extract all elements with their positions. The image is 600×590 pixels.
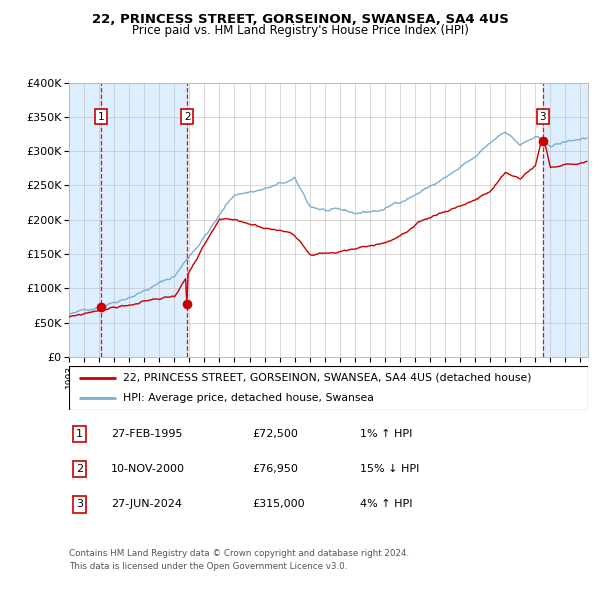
Text: 3: 3 <box>76 500 83 509</box>
Text: 4% ↑ HPI: 4% ↑ HPI <box>360 500 413 509</box>
Bar <box>101 83 187 357</box>
Text: Price paid vs. HM Land Registry's House Price Index (HPI): Price paid vs. HM Land Registry's House … <box>131 24 469 37</box>
Text: 22, PRINCESS STREET, GORSEINON, SWANSEA, SA4 4US (detached house): 22, PRINCESS STREET, GORSEINON, SWANSEA,… <box>124 373 532 383</box>
Text: £76,950: £76,950 <box>252 464 298 474</box>
Text: 2: 2 <box>76 464 83 474</box>
Text: 27-JUN-2024: 27-JUN-2024 <box>111 500 182 509</box>
Text: This data is licensed under the Open Government Licence v3.0.: This data is licensed under the Open Gov… <box>69 562 347 571</box>
Text: £315,000: £315,000 <box>252 500 305 509</box>
Text: 2: 2 <box>184 112 191 122</box>
Bar <box>543 83 588 357</box>
Text: 22, PRINCESS STREET, GORSEINON, SWANSEA, SA4 4US: 22, PRINCESS STREET, GORSEINON, SWANSEA,… <box>92 13 508 26</box>
Text: 1: 1 <box>98 112 104 122</box>
Text: 1: 1 <box>76 429 83 438</box>
Bar <box>69 83 101 357</box>
Text: Contains HM Land Registry data © Crown copyright and database right 2024.: Contains HM Land Registry data © Crown c… <box>69 549 409 558</box>
Text: £72,500: £72,500 <box>252 429 298 438</box>
Text: 3: 3 <box>539 112 546 122</box>
Text: 10-NOV-2000: 10-NOV-2000 <box>111 464 185 474</box>
Text: 1% ↑ HPI: 1% ↑ HPI <box>360 429 412 438</box>
Text: 27-FEB-1995: 27-FEB-1995 <box>111 429 182 438</box>
Text: 15% ↓ HPI: 15% ↓ HPI <box>360 464 419 474</box>
Text: HPI: Average price, detached house, Swansea: HPI: Average price, detached house, Swan… <box>124 393 374 403</box>
